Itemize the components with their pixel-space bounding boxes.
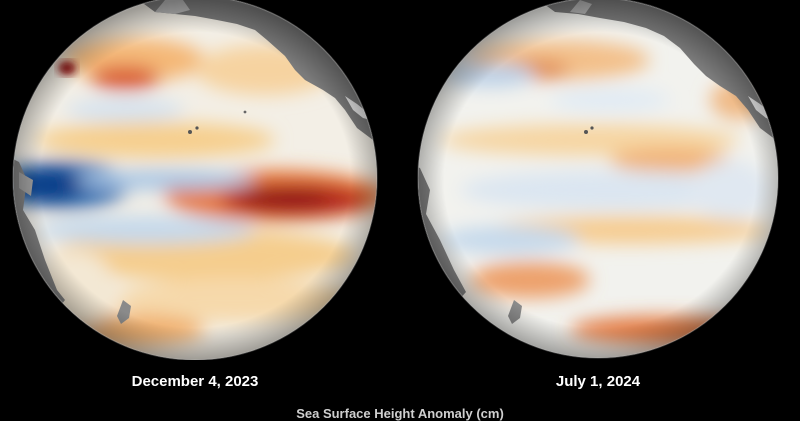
sea-height-map-2023 — [12, 0, 378, 360]
globe-december-2023 — [5, 0, 385, 360]
date-label-left: December 4, 2023 — [131, 373, 259, 390]
globe-july-2024 — [410, 0, 790, 360]
legend-title: Sea Surface Height Anomaly (cm) — [296, 406, 504, 421]
date-label-right: July 1, 2024 — [555, 373, 641, 390]
sea-height-map-2024 — [417, 0, 779, 359]
